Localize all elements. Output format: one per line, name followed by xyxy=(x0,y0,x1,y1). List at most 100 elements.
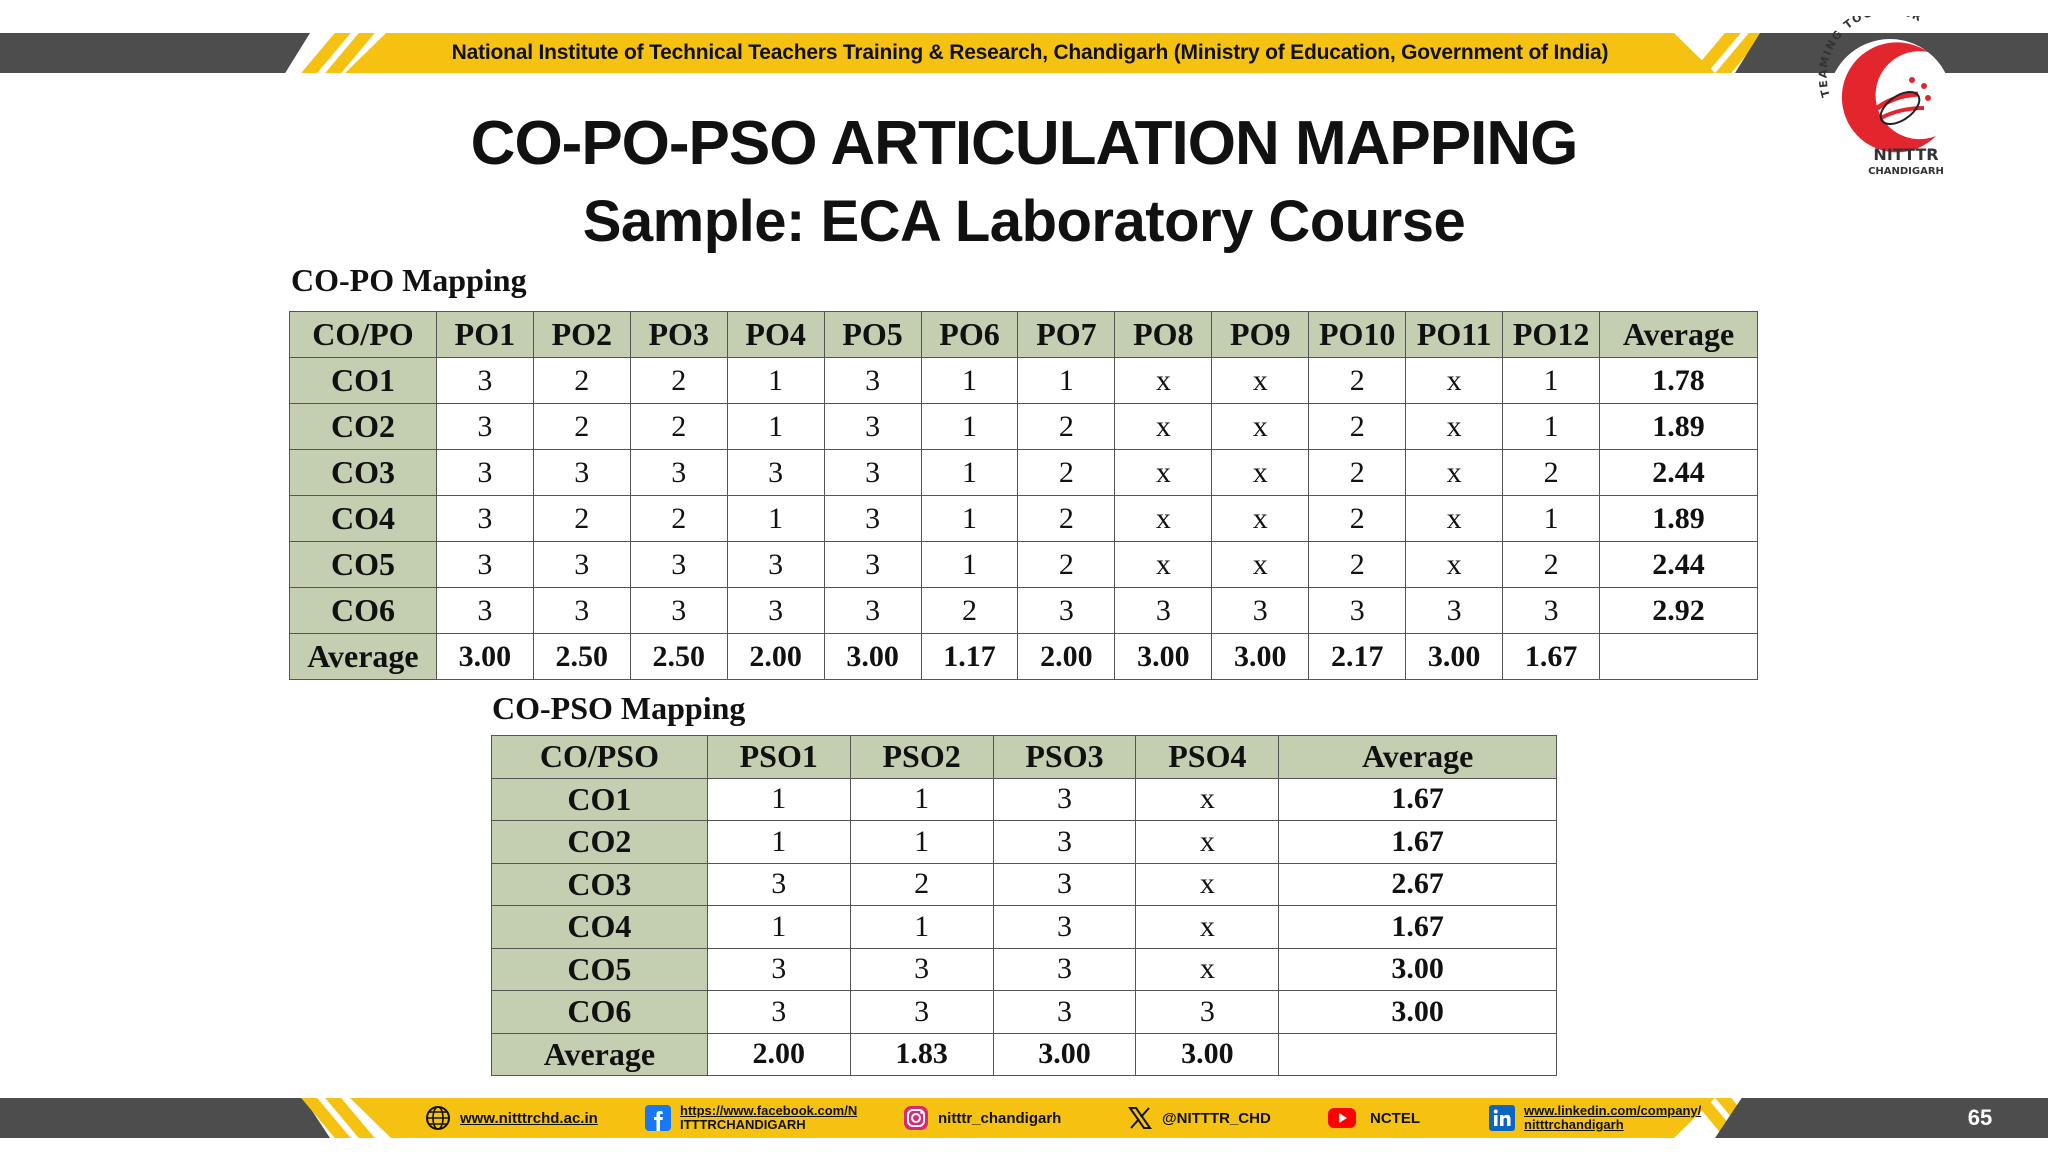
co-po-mapping-table: CO/PO PO1 PO2 PO3 PO4 PO5 PO6 PO7 PO8 PO9 PO10 PO11… xyxy=(289,311,1758,680)
table-cell: x xyxy=(1405,403,1504,450)
table-cell: 2 xyxy=(1308,449,1407,496)
table-cell: 3 xyxy=(1017,587,1116,634)
column-average-cell: 2.50 xyxy=(532,633,631,680)
row-average-cell: 3.00 xyxy=(1278,947,1557,991)
table-cell: x xyxy=(1211,449,1310,496)
table-cell: x xyxy=(1405,357,1504,404)
column-header: CO/PO xyxy=(289,311,437,358)
row-average-cell: 2.44 xyxy=(1599,541,1758,588)
table-cell: 3 xyxy=(992,905,1137,949)
column-header: PO8 xyxy=(1114,311,1213,358)
table-cell: 3 xyxy=(435,357,534,404)
table-cell: 3 xyxy=(435,541,534,588)
facebook-link-line1[interactable]: https://www.facebook.com/N xyxy=(680,1103,858,1118)
table-cell: 2 xyxy=(532,495,631,542)
table-row: CO1 1 1 3 x 1.67 xyxy=(491,777,1557,821)
linkedin-link-line2[interactable]: nitttrchandigarh xyxy=(1524,1117,1624,1132)
table-cell: x xyxy=(1135,820,1280,864)
table-cell: 3 xyxy=(823,495,922,542)
x-handle[interactable]: @NITTTR_CHD xyxy=(1162,1109,1271,1127)
institute-banner-text: National Institute of Technical Teachers… xyxy=(451,41,1609,64)
logo-city: CHANDIGARH xyxy=(1868,166,1944,177)
table-cell: 1 xyxy=(1502,403,1601,450)
column-average-cell: 2.00 xyxy=(726,633,825,680)
table-cell: 2 xyxy=(849,862,994,906)
table-cell: 2 xyxy=(629,495,728,542)
table-cell: 3 xyxy=(992,862,1137,906)
table-cell: x xyxy=(1211,357,1310,404)
top-banner: National Institute of Technical Teachers… xyxy=(0,0,2048,110)
table-cell: 3 xyxy=(629,541,728,588)
instagram-handle[interactable]: nitttr_chandigarh xyxy=(938,1109,1062,1127)
table-cell: 2 xyxy=(1502,541,1601,588)
table-cell: x xyxy=(1114,449,1213,496)
table-cell: 3 xyxy=(992,990,1137,1034)
footer-dark-left xyxy=(0,1098,330,1138)
average-row: Average 2.00 1.83 3.00 3.00 xyxy=(491,1032,1557,1076)
footer-facebook[interactable]: https://www.facebook.com/N ITTTRCHANDIGA… xyxy=(644,1100,857,1136)
table-cell: x xyxy=(1135,862,1280,906)
website-link[interactable]: www.nitttrchd.ac.in xyxy=(460,1109,598,1127)
table-cell: 1 xyxy=(849,777,994,821)
table-cell: 2 xyxy=(629,403,728,450)
table-cell: 3 xyxy=(823,403,922,450)
table-row: CO5 3 3 3 3 3 1 2 x x 2 x 2 2.44 xyxy=(289,541,1758,588)
table-cell: 3 xyxy=(992,947,1137,991)
footer-x[interactable]: @NITTTR_CHD xyxy=(1126,1100,1271,1136)
column-header: CO/PSO xyxy=(491,735,708,779)
slide-subtitle: Sample: ECA Laboratory Course xyxy=(582,189,1466,254)
table-cell: 3 xyxy=(532,541,631,588)
row-average-cell: 1.78 xyxy=(1599,357,1758,404)
table-cell: 3 xyxy=(726,541,825,588)
table-cell: 2 xyxy=(1017,403,1116,450)
column-average-cell xyxy=(1278,1032,1557,1076)
row-average-cell: 1.67 xyxy=(1278,777,1557,821)
footer-yellow xyxy=(350,1098,1715,1138)
table-cell: 3 xyxy=(992,820,1137,864)
table-cell: 2 xyxy=(1017,495,1116,542)
row-average-cell: 2.44 xyxy=(1599,449,1758,496)
table-cell: 1 xyxy=(920,357,1019,404)
table-cell: x xyxy=(1405,495,1504,542)
table-cell: x xyxy=(1405,449,1504,496)
linkedin-link-line1[interactable]: www.linkedin.com/company/ xyxy=(1524,1103,1702,1118)
table-cell: 1 xyxy=(849,820,994,864)
table-cell: 3 xyxy=(532,449,631,496)
logo-name: NITTTR xyxy=(1873,145,1938,164)
youtube-icon xyxy=(1328,1108,1356,1128)
table-cell: 3 xyxy=(849,990,994,1034)
footer-website[interactable]: www.nitttrchd.ac.in xyxy=(424,1100,598,1136)
youtube-channel[interactable]: NCTEL xyxy=(1370,1109,1420,1127)
banner-yellow xyxy=(345,33,1715,73)
logo-crescent xyxy=(1841,42,1936,153)
column-header: Average xyxy=(1599,311,1758,358)
table-cell: 3 xyxy=(435,587,534,634)
footer-instagram[interactable]: nitttr_chandigarh xyxy=(902,1100,1061,1136)
table-cell: 3 xyxy=(849,947,994,991)
table-row: CO4 1 1 3 x 1.67 xyxy=(491,905,1557,949)
facebook-link-line2[interactable]: ITTTRCHANDIGARH xyxy=(680,1117,806,1132)
footer-linkedin[interactable]: www.linkedin.com/company/ nitttrchandiga… xyxy=(1488,1100,1701,1136)
table-cell: 1 xyxy=(706,777,851,821)
row-header: CO5 xyxy=(491,947,708,991)
column-header: PO10 xyxy=(1308,311,1407,358)
table-cell: 1 xyxy=(849,905,994,949)
table-cell: x xyxy=(1135,777,1280,821)
column-average-cell: 2.50 xyxy=(629,633,728,680)
table-row: CO3 3 2 3 x 2.67 xyxy=(491,862,1557,906)
footer-youtube[interactable]: NCTEL xyxy=(1322,1100,1420,1136)
row-header: CO4 xyxy=(491,905,708,949)
column-header: PO5 xyxy=(823,311,922,358)
row-header: CO2 xyxy=(491,820,708,864)
table-cell: 3 xyxy=(823,449,922,496)
row-average-cell: 1.67 xyxy=(1278,905,1557,949)
table-cell: 3 xyxy=(1502,587,1601,634)
row-header: Average xyxy=(289,633,437,680)
column-header: PO11 xyxy=(1405,311,1504,358)
globe-icon xyxy=(426,1106,450,1130)
row-header: CO3 xyxy=(289,449,437,496)
table-cell: 1 xyxy=(726,403,825,450)
table-cell: 3 xyxy=(1405,587,1504,634)
table-cell: 1 xyxy=(706,820,851,864)
table-cell: 2 xyxy=(1502,449,1601,496)
